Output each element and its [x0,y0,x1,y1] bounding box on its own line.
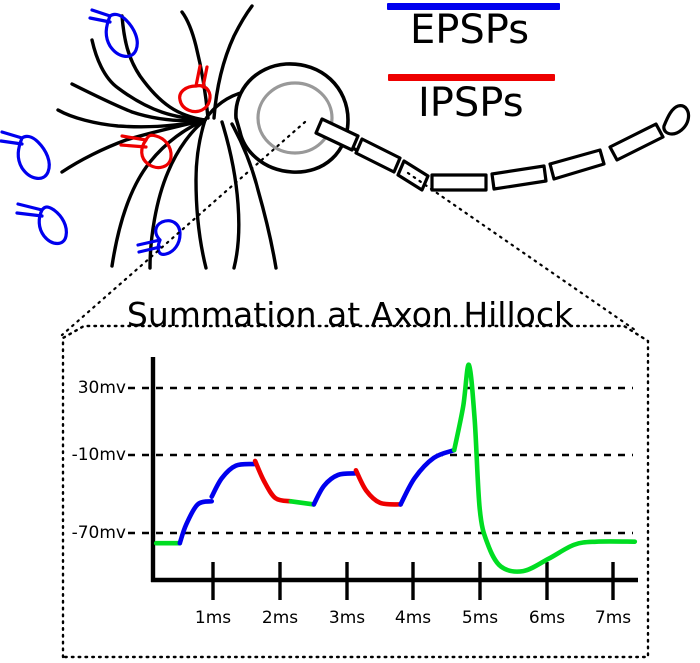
ipsp-legend-label: IPSPs [418,80,524,126]
dendrite-branch [230,122,278,270]
dendrite-branch [220,120,241,270]
trace-segment [288,499,317,507]
ipsp-legend-bar [388,74,555,81]
chart-box-border [61,324,650,659]
myelin-segment [430,173,488,192]
trace-segment [311,471,359,507]
chart-axes [150,357,638,600]
myelin-segment [490,164,548,191]
inhibitory-synapse-terminal [178,64,212,114]
myelin-segment [396,159,430,192]
inhibitory-synapse-group [119,64,212,170]
ytick-label-70mv: -70mv [71,523,126,543]
xtick-label-3ms: 3ms [328,608,366,628]
dendrite-branch [70,82,207,123]
trace-segment [398,447,457,507]
myelin-segment [548,148,606,181]
dendrite-branch [212,4,254,120]
trace-segment [209,461,258,499]
myelin-segment [608,122,665,162]
dendrite-branch [90,38,207,122]
chart-gridlines [128,386,633,535]
epsp-legend-label: EPSPs [410,7,530,53]
ytick-label-10mv: -10mv [71,445,126,465]
soma [234,62,350,174]
xtick-label-4ms: 4ms [394,608,432,628]
epsp-legend-bar [387,3,560,10]
xtick-label-5ms: 5ms [461,608,499,628]
trace-segment [353,467,403,507]
x-axis-ticks [211,562,615,600]
trace-segment [177,499,215,546]
inhibitory-synapse-terminal [119,133,173,170]
myelin-segment [354,137,402,174]
xtick-label-7ms: 7ms [594,608,632,628]
trace-segment [451,362,638,574]
xtick-label-1ms: 1ms [194,608,232,628]
chart-title: Summation at Axon Hillock [126,295,574,334]
excitatory-synapse-terminal [136,219,182,256]
excitatory-synapse-group [0,8,182,256]
membrane-potential-trace [153,362,638,574]
myelin-segment [314,117,360,152]
callout-lines [60,120,640,337]
xtick-label-2ms: 2ms [261,608,299,628]
callout-line-right [406,171,640,334]
excitatory-synapse-terminal [0,130,51,180]
ytick-label-30mv: 30mv [77,378,126,398]
dendrite-branch [180,10,210,120]
dendrite-branch [194,118,208,270]
axon-terminal [662,104,691,136]
excitatory-synapse-terminal [88,8,139,58]
xtick-label-6ms: 6ms [528,608,566,628]
excitatory-synapse-terminal [15,202,68,246]
dendrite-branch [60,118,207,174]
dendrite-branch [110,118,207,268]
dendrite-branch [120,14,207,122]
callout-line-left [60,120,307,337]
nucleus [256,81,334,155]
trace-segment [252,458,294,504]
